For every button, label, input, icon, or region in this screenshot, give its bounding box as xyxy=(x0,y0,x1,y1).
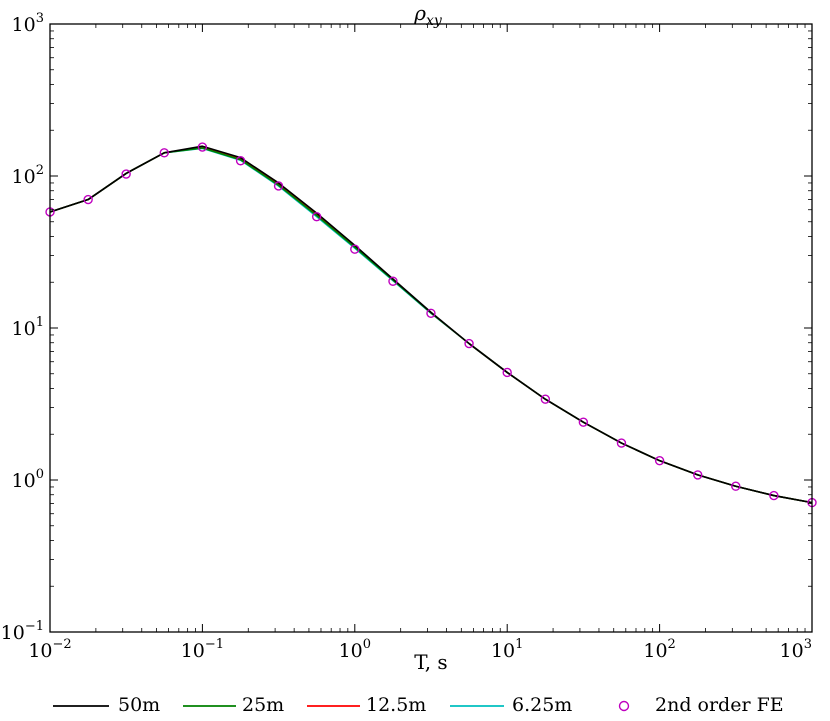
chart-title-base: ρ xyxy=(413,1,426,25)
fe-marker-point xyxy=(464,338,474,349)
fe-marker-point xyxy=(388,276,398,286)
series-line-25m xyxy=(49,147,813,504)
y-tick-label: 102 xyxy=(12,163,44,188)
fe-marker-point xyxy=(83,194,93,205)
legend-swatch-fe-marker xyxy=(618,700,630,712)
y-tick-label: 10−1 xyxy=(1,619,44,644)
x-tick-label: 10−2 xyxy=(28,637,71,662)
fe-marker-point xyxy=(311,211,322,222)
y-tick-label: 101 xyxy=(12,315,44,340)
legend-label-25m: 25m xyxy=(242,694,284,716)
legend-label-12.5m: 12.5m xyxy=(366,694,426,716)
x-tick-label: 10−1 xyxy=(181,637,224,662)
y-tick-label: 103 xyxy=(12,11,44,36)
series-layer xyxy=(49,145,813,504)
legend-label-50m: 50m xyxy=(118,694,160,716)
y-tick-label: 100 xyxy=(12,467,44,492)
x-tick-label: 103 xyxy=(780,637,812,662)
legend: 50m 25m 12.5m 6.25m 2nd order FE xyxy=(53,694,784,716)
fe-marker-point xyxy=(426,308,436,318)
fe-marker-point xyxy=(769,490,779,501)
fe-marker-point xyxy=(731,481,741,491)
fe-marker-point xyxy=(121,169,131,179)
ticks-layer xyxy=(49,23,813,633)
fe-marker-point xyxy=(197,142,208,152)
series-line-50m xyxy=(49,145,813,504)
series-line-12.5m xyxy=(49,146,813,504)
fe-marker-point xyxy=(578,417,589,427)
fe-marker-point xyxy=(693,470,703,480)
x-tick-label: 100 xyxy=(339,637,371,662)
legend-label-6.25m: 6.25m xyxy=(512,694,572,716)
fe-marker-point xyxy=(616,438,627,448)
marker-layer xyxy=(45,142,817,508)
fe-marker-point xyxy=(273,181,284,191)
plot-frame xyxy=(49,23,813,633)
fe-marker-point xyxy=(159,148,169,158)
series-line-6.25m xyxy=(49,147,813,504)
fe-marker-point xyxy=(540,394,551,404)
chart-title-subscript: xy xyxy=(426,13,443,29)
chart-title: ρxy xyxy=(413,1,443,29)
x-tick-label: 101 xyxy=(491,637,523,662)
x-axis-title: T, s xyxy=(414,650,447,674)
fe-marker-point xyxy=(654,455,665,466)
x-tick-label: 102 xyxy=(643,637,675,662)
fe-marker-point xyxy=(502,367,512,378)
legend-label-2nd-order-fe: 2nd order FE xyxy=(655,694,784,716)
fe-marker-point xyxy=(350,244,360,254)
fe-marker-point xyxy=(235,156,246,166)
